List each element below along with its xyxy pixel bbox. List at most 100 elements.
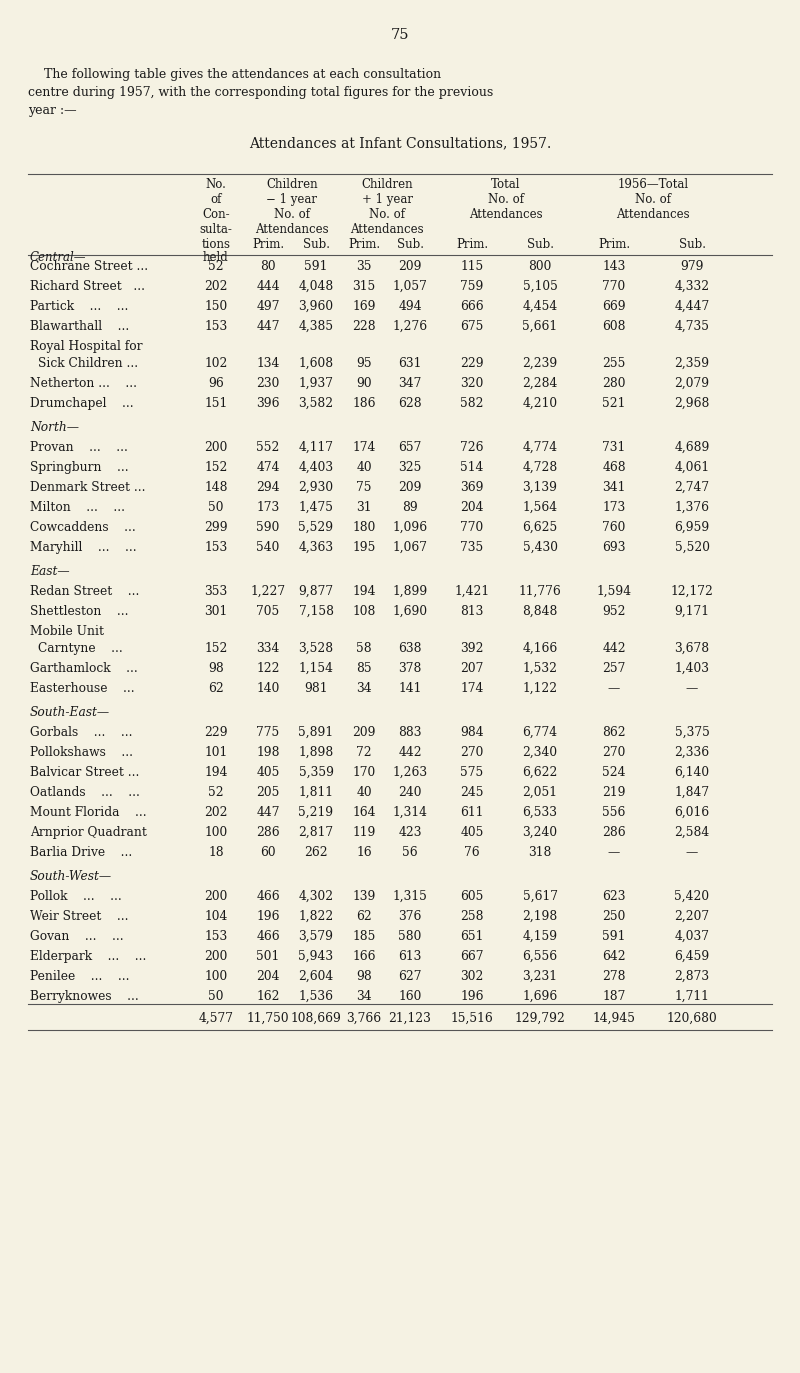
Text: 575: 575 <box>460 766 484 778</box>
Text: 12,172: 12,172 <box>670 585 714 599</box>
Text: 301: 301 <box>204 605 228 618</box>
Text: 1,847: 1,847 <box>674 785 710 799</box>
Text: 200: 200 <box>204 950 228 962</box>
Text: 299: 299 <box>204 520 228 534</box>
Text: 153: 153 <box>204 930 228 943</box>
Text: 376: 376 <box>398 910 422 923</box>
Text: Royal Hospital for: Royal Hospital for <box>30 341 142 353</box>
Text: centre during 1957, with the corresponding total figures for the previous: centre during 1957, with the correspondi… <box>28 86 494 99</box>
Text: 95: 95 <box>356 357 372 369</box>
Text: Pollok    ...    ...: Pollok ... ... <box>30 890 122 903</box>
Text: 524: 524 <box>602 766 626 778</box>
Text: 3,766: 3,766 <box>346 1012 382 1026</box>
Text: 2,968: 2,968 <box>674 397 710 411</box>
Text: East—: East— <box>30 566 70 578</box>
Text: Garthamlock    ...: Garthamlock ... <box>30 662 138 676</box>
Text: 164: 164 <box>352 806 376 820</box>
Text: 315: 315 <box>352 280 376 292</box>
Text: 4,454: 4,454 <box>522 299 558 313</box>
Text: Children: Children <box>266 178 318 191</box>
Text: 4,037: 4,037 <box>674 930 710 943</box>
Text: 255: 255 <box>602 357 626 369</box>
Text: 122: 122 <box>256 662 280 676</box>
Text: 56: 56 <box>402 846 418 859</box>
Text: 3,139: 3,139 <box>522 481 558 494</box>
Text: 514: 514 <box>460 461 484 474</box>
Text: 5,943: 5,943 <box>298 950 334 962</box>
Text: 5,891: 5,891 <box>298 726 334 739</box>
Text: 775: 775 <box>256 726 280 739</box>
Text: 209: 209 <box>398 259 422 273</box>
Text: 4,363: 4,363 <box>298 541 334 553</box>
Text: 813: 813 <box>460 605 484 618</box>
Text: 40: 40 <box>356 785 372 799</box>
Text: 1956—Total: 1956—Total <box>618 178 689 191</box>
Text: 474: 474 <box>256 461 280 474</box>
Text: 101: 101 <box>204 746 228 759</box>
Text: 162: 162 <box>256 990 280 1004</box>
Text: Prim.: Prim. <box>348 238 380 251</box>
Text: Denmark Street ...: Denmark Street ... <box>30 481 146 494</box>
Text: 981: 981 <box>304 682 328 695</box>
Text: 52: 52 <box>208 259 224 273</box>
Text: 228: 228 <box>352 320 376 334</box>
Text: 4,577: 4,577 <box>198 1012 234 1026</box>
Text: Prim.: Prim. <box>456 238 488 251</box>
Text: —: — <box>608 682 620 695</box>
Text: 1,376: 1,376 <box>674 501 710 514</box>
Text: 6,016: 6,016 <box>674 806 710 820</box>
Text: 31: 31 <box>356 501 372 514</box>
Text: 62: 62 <box>208 682 224 695</box>
Text: 202: 202 <box>204 280 228 292</box>
Text: 200: 200 <box>204 890 228 903</box>
Text: 60: 60 <box>260 846 276 859</box>
Text: Shettleston    ...: Shettleston ... <box>30 605 129 618</box>
Text: Sub.: Sub. <box>526 238 554 251</box>
Text: 50: 50 <box>208 990 224 1004</box>
Text: 468: 468 <box>602 461 626 474</box>
Text: 100: 100 <box>204 969 228 983</box>
Text: 174: 174 <box>460 682 484 695</box>
Text: 52: 52 <box>208 785 224 799</box>
Text: 5,529: 5,529 <box>298 520 334 534</box>
Text: 552: 552 <box>256 441 280 454</box>
Text: —: — <box>686 846 698 859</box>
Text: Weir Street    ...: Weir Street ... <box>30 910 129 923</box>
Text: tions: tions <box>202 238 230 251</box>
Text: 270: 270 <box>602 746 626 759</box>
Text: 207: 207 <box>460 662 484 676</box>
Text: Easterhouse    ...: Easterhouse ... <box>30 682 134 695</box>
Text: 623: 623 <box>602 890 626 903</box>
Text: 396: 396 <box>256 397 280 411</box>
Text: Cochrane Street ...: Cochrane Street ... <box>30 259 148 273</box>
Text: 153: 153 <box>204 541 228 553</box>
Text: 134: 134 <box>256 357 280 369</box>
Text: 240: 240 <box>398 785 422 799</box>
Text: 196: 196 <box>256 910 280 923</box>
Text: 4,159: 4,159 <box>522 930 558 943</box>
Text: 153: 153 <box>204 320 228 334</box>
Text: 608: 608 <box>602 320 626 334</box>
Text: 198: 198 <box>256 746 280 759</box>
Text: No.: No. <box>206 178 226 191</box>
Text: Barlia Drive    ...: Barlia Drive ... <box>30 846 132 859</box>
Text: 2,340: 2,340 <box>522 746 558 759</box>
Text: 257: 257 <box>602 662 626 676</box>
Text: 325: 325 <box>398 461 422 474</box>
Text: 1,898: 1,898 <box>298 746 334 759</box>
Text: Total: Total <box>491 178 521 191</box>
Text: Oatlands    ...    ...: Oatlands ... ... <box>30 785 140 799</box>
Text: Children: Children <box>361 178 413 191</box>
Text: 245: 245 <box>460 785 484 799</box>
Text: 1,314: 1,314 <box>393 806 427 820</box>
Text: 120,680: 120,680 <box>666 1012 718 1026</box>
Text: 75: 75 <box>390 27 410 43</box>
Text: 96: 96 <box>208 378 224 390</box>
Text: 229: 229 <box>460 357 484 369</box>
Text: 447: 447 <box>256 806 280 820</box>
Text: 15,516: 15,516 <box>450 1012 494 1026</box>
Text: 605: 605 <box>460 890 484 903</box>
Text: 204: 204 <box>256 969 280 983</box>
Text: Netherton ...    ...: Netherton ... ... <box>30 378 137 390</box>
Text: 2,747: 2,747 <box>674 481 710 494</box>
